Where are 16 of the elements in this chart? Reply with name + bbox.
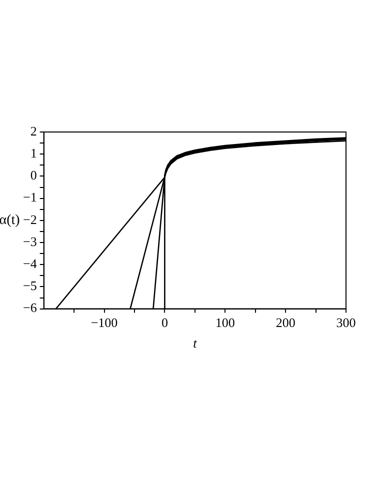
y-tick-label: −4 <box>22 256 38 272</box>
y-axis-title: α(t) <box>0 213 20 228</box>
y-tick-label: −3 <box>22 234 37 249</box>
y-tick-label: −2 <box>22 212 37 227</box>
y-tick-label: −1 <box>22 190 37 205</box>
y-tick-label: 1 <box>30 146 37 161</box>
y-tick-label: 0 <box>30 168 37 183</box>
y-tick-label: −6 <box>22 300 38 316</box>
y-tick-label: −5 <box>22 278 37 294</box>
x-tick-label: 200 <box>276 315 296 330</box>
x-tick-label: 0 <box>161 315 168 330</box>
x-tick-label: 100 <box>215 315 235 330</box>
x-tick-label: 300 <box>336 315 356 330</box>
x-tick-label: −100 <box>90 315 118 330</box>
y-tick-label: 2 <box>30 123 37 138</box>
x-axis-title: t <box>193 336 198 351</box>
